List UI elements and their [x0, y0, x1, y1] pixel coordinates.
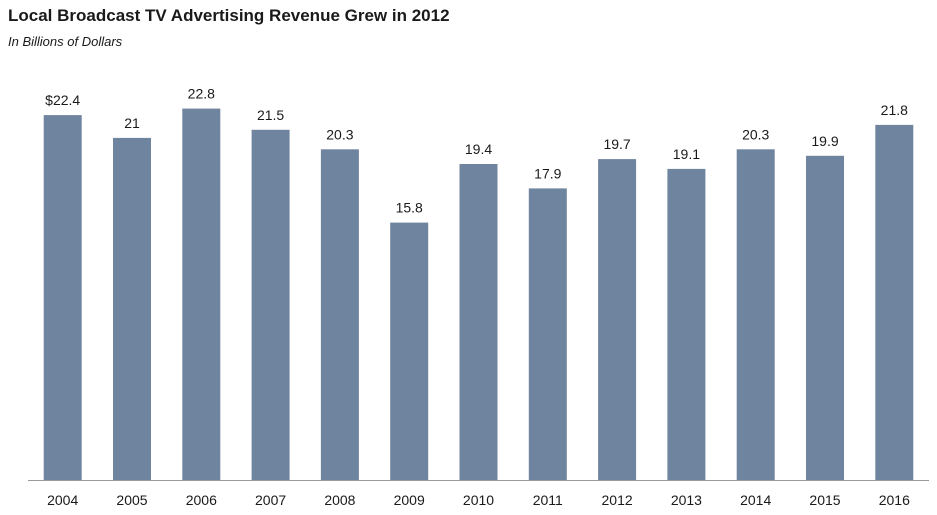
bars-group: [43, 108, 914, 481]
bar-2016: [875, 124, 914, 481]
data-label-2009: 15.8: [396, 200, 423, 216]
chart-title: Local Broadcast TV Advertising Revenue G…: [8, 6, 450, 25]
bar-2014: [736, 149, 775, 481]
data-label-2011: 17.9: [534, 165, 561, 181]
data-label-2014: 20.3: [742, 126, 769, 142]
data-label-2016: 21.8: [881, 102, 908, 118]
chart-subtitle: In Billions of Dollars: [8, 34, 123, 49]
data-label-2010: 19.4: [465, 141, 492, 157]
bar-2009: [390, 222, 429, 480]
data-label-2015: 19.9: [811, 133, 838, 149]
bar-2007: [251, 129, 290, 481]
bar-2011: [528, 188, 567, 480]
x-tick-label-2010: 2010: [463, 492, 494, 508]
x-tick-label-2016: 2016: [879, 492, 910, 508]
bar-2005: [113, 137, 151, 480]
data-label-2013: 19.1: [673, 146, 700, 162]
x-tick-label-2011: 2011: [533, 492, 563, 508]
bar-2006: [182, 108, 221, 480]
x-tick-label-2013: 2013: [671, 492, 702, 508]
data-label-2008: 20.3: [326, 126, 353, 142]
data-label-2012: 19.7: [603, 136, 630, 152]
x-tick-label-2009: 2009: [394, 492, 425, 508]
x-tick-label-2006: 2006: [186, 492, 217, 508]
bar-2015: [806, 155, 844, 481]
x-tick-label-2007: 2007: [255, 492, 286, 508]
x-tick-label-2014: 2014: [740, 492, 771, 508]
x-tick-label-2008: 2008: [324, 492, 355, 508]
x-tick-label-2005: 2005: [116, 492, 147, 508]
bar-2013: [667, 168, 706, 480]
data-label-2006: 22.8: [188, 86, 215, 102]
x-tick-label-2015: 2015: [809, 492, 840, 508]
data-label-2007: 21.5: [257, 107, 284, 123]
x-tick-label-2004: 2004: [47, 492, 78, 508]
x-tick-labels-group: 2004 2005 2006 2007 2008 2009 2010 2011 2012 2013…: [47, 492, 910, 508]
bar-2010: [459, 164, 498, 480]
bar-2012: [598, 159, 637, 480]
bar-2004: [43, 115, 82, 480]
data-labels-group: $22.4 21 22.8 21.5 20.3 15.8 19.4 17.9 19.7 19.1 2…: [45, 86, 908, 216]
data-label-2004: $22.4: [45, 92, 80, 108]
data-label-2005: 21: [124, 115, 140, 131]
x-tick-label-2012: 2012: [602, 492, 633, 508]
bar-2008: [320, 149, 359, 481]
